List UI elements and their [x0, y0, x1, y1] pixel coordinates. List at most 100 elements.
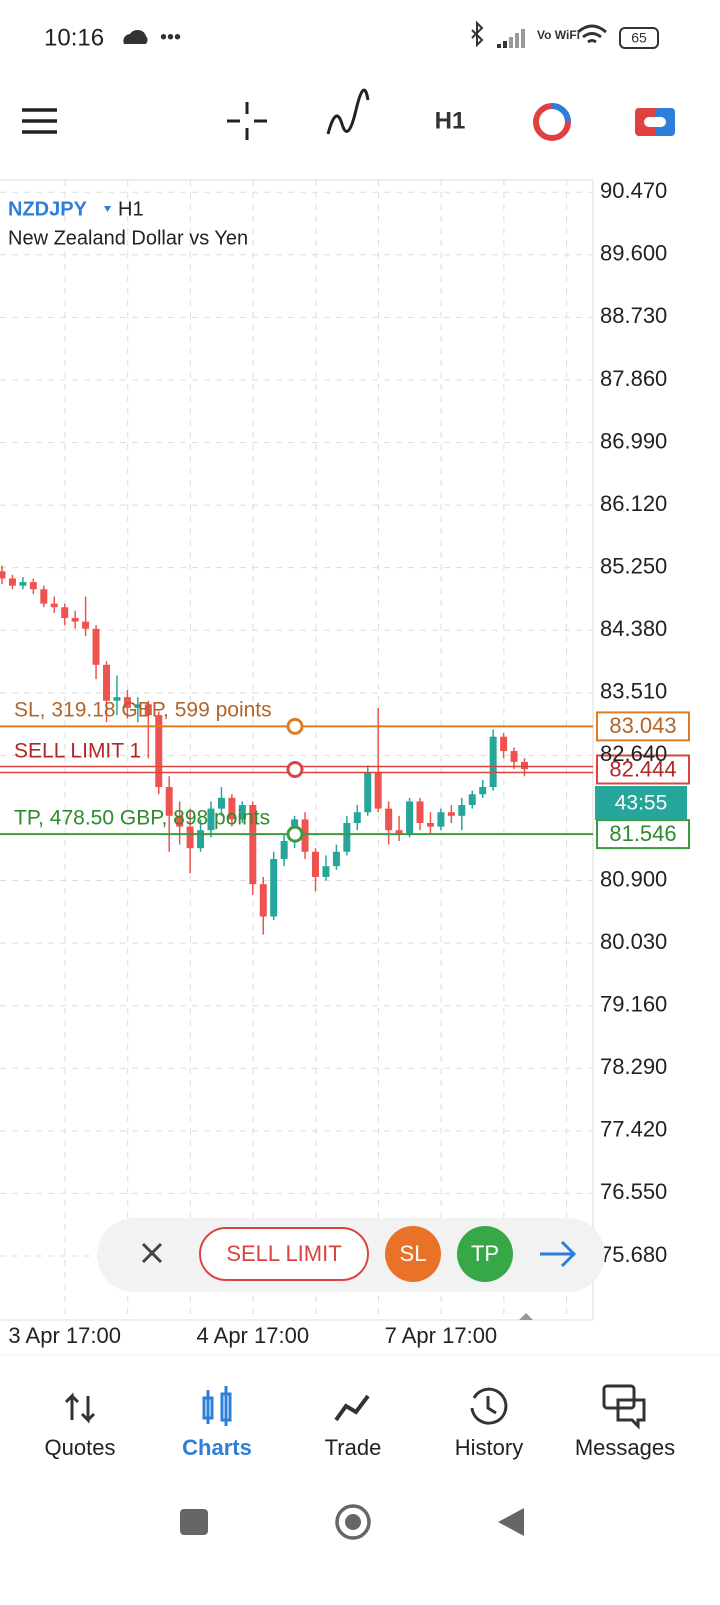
y-tick-label: 86.120: [600, 491, 667, 516]
y-tick-label: 90.470: [600, 178, 667, 203]
grid: [0, 180, 593, 1320]
trade-button-accent: [551, 103, 571, 123]
candle-body: [416, 801, 424, 824]
candle-body: [322, 866, 330, 877]
candle-body: [8, 578, 16, 586]
order-type-button[interactable]: [199, 1227, 369, 1281]
sl-button[interactable]: [385, 1226, 441, 1282]
history-icon: [470, 1387, 508, 1425]
candle-body: [312, 851, 319, 877]
menu-button[interactable]: [22, 108, 57, 134]
y-tick-label: 89.600: [600, 241, 667, 266]
nav-item[interactable]: Charts: [182, 1435, 252, 1460]
nav-item[interactable]: Trade: [325, 1435, 382, 1460]
y-tick-label: 76.550: [600, 1179, 667, 1204]
crosshair-button[interactable]: [227, 102, 267, 140]
nav-item[interactable]: History: [455, 1435, 523, 1460]
candle-body: [395, 830, 403, 834]
y-tick-label: 86.990: [600, 428, 667, 453]
candle-body: [82, 621, 90, 629]
battery-icon: [619, 27, 659, 49]
level-label: TP, 478.50 GBP, 898 points: [14, 807, 270, 830]
symbol[interactable]: NZDJPY: [8, 198, 88, 220]
system-back[interactable]: [498, 1508, 524, 1536]
candle-body: [71, 618, 79, 622]
order-levels: SL, 319.18 GBP, 599 points 83.043 SELL LIM…: [0, 699, 690, 850]
candle-body: [113, 697, 121, 701]
level-price-box: [596, 819, 690, 850]
level-handle[interactable]: [286, 825, 304, 843]
messages-icon: [602, 1384, 646, 1430]
candle-body: [155, 715, 163, 788]
countdown: 43:55: [615, 792, 668, 815]
candle-body: [50, 603, 58, 608]
cloud-icon: [123, 29, 148, 44]
candle-body: [144, 704, 152, 716]
indicators-button[interactable]: [326, 88, 370, 135]
candle-body: [270, 858, 278, 917]
bottom-nav: Quotes Charts Trade History Messages: [45, 1435, 676, 1460]
candle-body: [165, 787, 173, 816]
candle-body: [228, 797, 236, 820]
candle-body: [176, 815, 184, 827]
next-button[interactable]: [540, 1240, 577, 1268]
account-button-inner: [644, 117, 666, 127]
candle-body: [134, 704, 142, 708]
level-price: 82.444: [609, 756, 676, 781]
level-price-box: [596, 711, 690, 742]
chart-timeframe: H1: [118, 198, 144, 220]
candle-body: [458, 805, 466, 816]
network-label: Vo WiFi: [537, 28, 580, 42]
trade-icon: [334, 1394, 370, 1422]
candle-body: [123, 697, 131, 708]
y-tick-label: 77.420: [600, 1117, 667, 1142]
system-recents[interactable]: [180, 1509, 208, 1535]
y-tick-label: 84.380: [600, 616, 667, 641]
candle-body: [500, 736, 508, 752]
candle-body: [353, 812, 361, 824]
candle-body: [40, 589, 48, 604]
candle-body: [332, 851, 340, 867]
system-home[interactable]: [335, 1504, 371, 1540]
close-button[interactable]: [141, 1242, 163, 1264]
candle-body: [19, 582, 27, 586]
candle-body: [364, 772, 372, 813]
y-tick-label: 87.860: [600, 366, 667, 391]
candle-body: [186, 826, 194, 849]
candle-body: [61, 607, 69, 619]
candle-body: [259, 884, 267, 917]
y-tick-label: 82.640: [600, 741, 667, 766]
y-tick-label: 83.510: [600, 679, 667, 704]
nav-item[interactable]: Quotes: [45, 1435, 116, 1460]
level-handle[interactable]: [286, 717, 304, 735]
scroll-handle[interactable]: [519, 1313, 533, 1320]
level-price: 83.043: [609, 713, 676, 738]
candle-body: [489, 736, 497, 788]
level-handle[interactable]: [286, 760, 304, 778]
tp-button[interactable]: [457, 1226, 513, 1282]
candle-body: [238, 805, 246, 820]
candle-body: [437, 812, 445, 827]
x-tick-label: 3 Apr 17:00: [8, 1323, 121, 1348]
sl-label: SL: [400, 1241, 427, 1266]
candle-body: [301, 819, 309, 852]
candle-body: [447, 812, 455, 816]
system-home-dot: [345, 1514, 361, 1530]
level-price-box: [596, 754, 690, 785]
x-tick-label: 4 Apr 17:00: [197, 1323, 310, 1348]
candle-body: [103, 664, 110, 701]
signal-icon: [497, 29, 525, 48]
price-axis: 90.470 89.600 88.730 87.860 86.990 86.120 85.2…: [8, 178, 667, 1348]
candle-body: [510, 751, 518, 762]
y-tick-label: 80.900: [600, 866, 667, 891]
candle-body: [197, 830, 205, 849]
y-tick-label: 79.160: [600, 992, 667, 1017]
candles: [0, 565, 528, 935]
nav-item[interactable]: Messages: [575, 1435, 675, 1460]
candle-body: [426, 823, 434, 827]
timeframe-button[interactable]: H1: [435, 107, 466, 134]
y-tick-label: 88.730: [600, 303, 667, 328]
symbol-dropdown[interactable]: [104, 206, 111, 212]
